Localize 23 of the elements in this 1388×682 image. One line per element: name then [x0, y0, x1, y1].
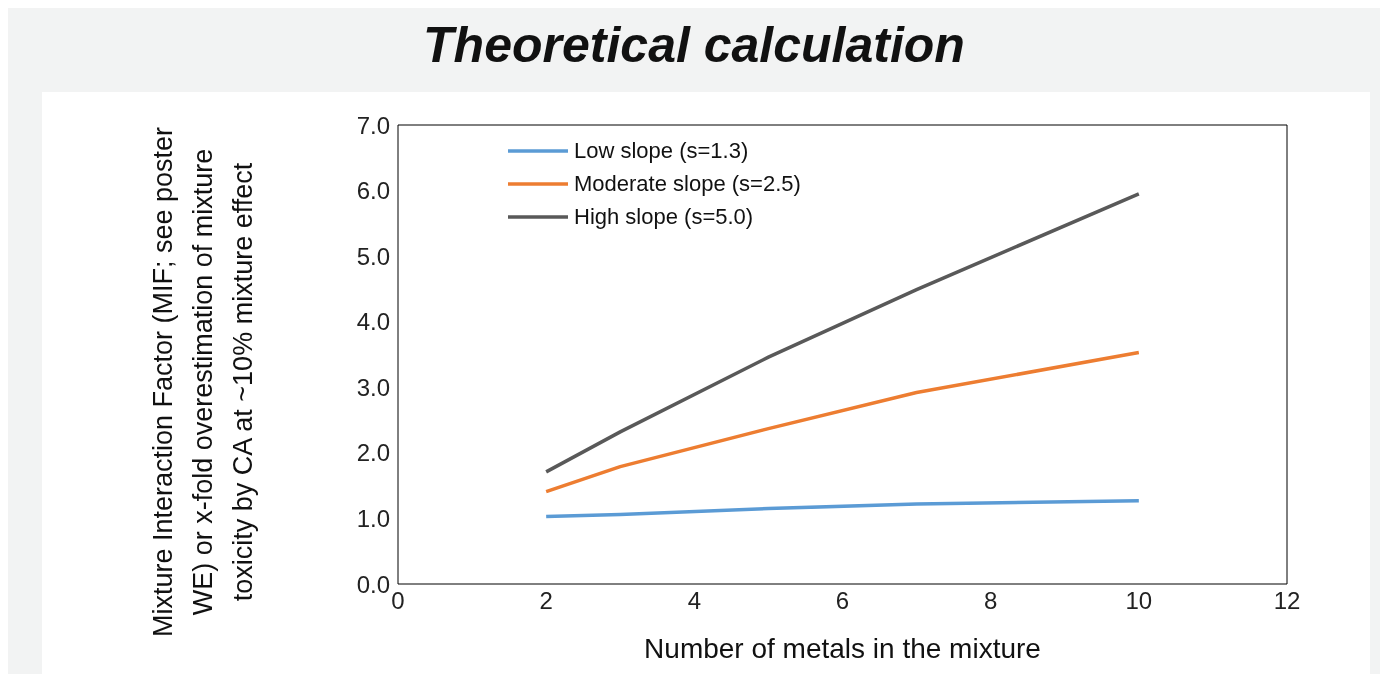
- y-tick-label: 0.0: [356, 570, 390, 598]
- y-axis-title: Mixture Interaction Factor (MIF; see poster WE) or x-fold overestimation of mixture toxicity by CA at ~10% mixture effect: [147, 125, 259, 640]
- y-tick-label: 5.0: [356, 242, 390, 270]
- x-tick-label: 6: [835, 587, 850, 615]
- x-tick-label: 12: [1273, 587, 1301, 615]
- x-tick-label: 0: [391, 587, 405, 615]
- y-tick-label: 7.0: [356, 111, 390, 139]
- legend-label: Low slope (s=1.3): [574, 137, 749, 165]
- y-tick-label: 3.0: [356, 373, 390, 401]
- line-series: [544, 350, 1141, 494]
- y-tick-label: 4.0: [356, 308, 390, 336]
- x-tick-label: 2: [539, 587, 553, 615]
- x-axis-title: Number of metals in the mixture: [644, 633, 1041, 664]
- legend-label: High slope (s=5.0): [574, 203, 754, 231]
- y-tick-label: 1.0: [356, 504, 390, 532]
- y-tick-label: 2.0: [356, 439, 390, 467]
- line-series: [544, 498, 1141, 519]
- x-tick-label: 8: [983, 587, 998, 615]
- y-tick-label: 6.0: [356, 177, 390, 205]
- chart-title: Theoretical calculation: [422, 16, 966, 74]
- x-tick-label: 4: [687, 587, 702, 615]
- legend-label: Moderate slope (s=2.5): [574, 170, 801, 198]
- x-tick-label: 10: [1125, 587, 1153, 615]
